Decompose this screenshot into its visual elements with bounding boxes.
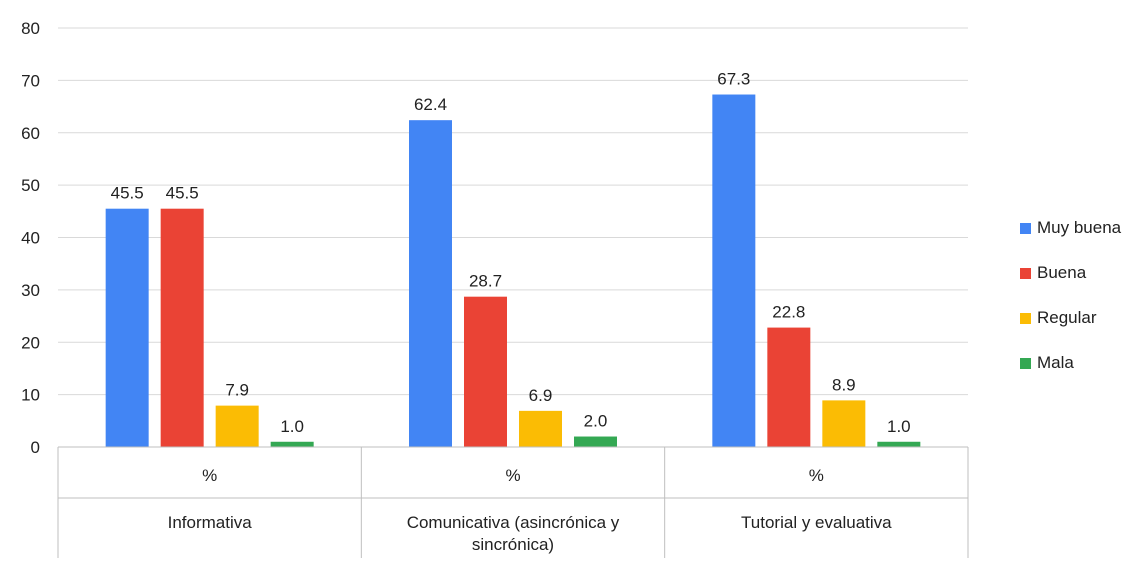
y-tick-label: 20 [21, 333, 40, 352]
bar [215, 405, 259, 447]
legend-item: Buena [1020, 261, 1121, 285]
bar [877, 441, 921, 447]
legend-swatch [1020, 357, 1031, 369]
category-sub-label: % [809, 466, 824, 485]
y-tick-label: 60 [21, 124, 40, 143]
y-tick-label: 80 [21, 19, 40, 38]
chart-legend: Muy buena Buena Regular Mala [1020, 216, 1121, 396]
category-label: Comunicativa (asincrónica y sincrónica) [407, 513, 620, 554]
bar [409, 120, 452, 448]
legend-swatch [1020, 267, 1031, 279]
data-label: 62.4 [414, 95, 447, 114]
y-tick-label: 40 [21, 229, 40, 248]
y-tick-label: 30 [21, 281, 40, 300]
data-label: 6.9 [529, 386, 553, 405]
legend-label: Buena [1037, 263, 1087, 282]
legend-item: Mala [1020, 351, 1121, 375]
data-label: 2.0 [584, 412, 608, 431]
y-tick-label: 70 [21, 71, 40, 90]
bar [574, 436, 617, 447]
category-label: Tutorial y evaluativa [741, 513, 892, 532]
legend-label: Mala [1037, 353, 1074, 372]
y-tick-label: 50 [21, 176, 40, 195]
bar [160, 208, 204, 447]
y-tick-label: 10 [21, 386, 40, 405]
category-sub-label: % [202, 466, 217, 485]
legend-label: Muy buena [1037, 218, 1122, 237]
bar [464, 296, 507, 447]
category-label: Informativa [168, 513, 253, 532]
data-label: 28.7 [469, 272, 502, 291]
bar [105, 208, 149, 447]
legend-item: Regular [1020, 306, 1121, 330]
bar [270, 441, 314, 447]
data-label: 22.8 [772, 303, 805, 322]
data-label: 1.0 [887, 417, 911, 436]
bar [519, 410, 562, 447]
data-label: 8.9 [832, 375, 856, 394]
data-label: 45.5 [166, 184, 199, 203]
data-label: 1.0 [280, 417, 304, 436]
y-tick-label: 0 [31, 438, 40, 457]
bar [822, 400, 866, 447]
data-label: 67.3 [717, 70, 750, 89]
data-label: 7.9 [225, 381, 249, 400]
bar [767, 327, 811, 447]
category-sub-label: % [505, 466, 520, 485]
legend-label: Regular [1037, 308, 1097, 327]
legend-swatch [1020, 312, 1031, 324]
data-label: 45.5 [111, 184, 144, 203]
bar [712, 94, 756, 448]
legend-item: Muy buena [1020, 216, 1121, 240]
legend-swatch [1020, 222, 1031, 234]
